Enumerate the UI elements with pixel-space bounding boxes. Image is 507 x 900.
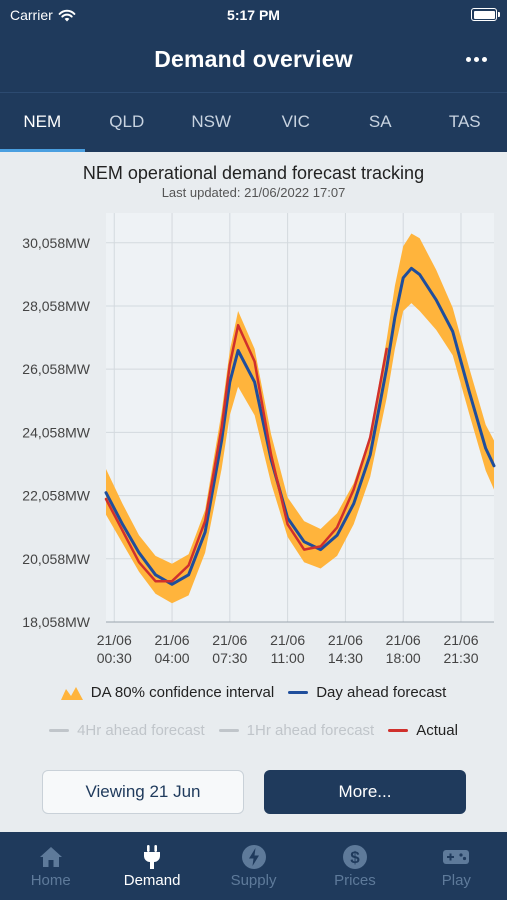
status-bar: Carrier 5:17 PM [0, 0, 507, 30]
tabbar-item-prices[interactable]: $ Prices [304, 832, 405, 900]
x-tick-label-date: 21/06 [328, 632, 363, 648]
day-ahead-swatch [288, 691, 309, 694]
viewing-date-button[interactable]: Viewing 21 Jun [42, 770, 244, 814]
x-tick-label-date: 21/06 [212, 632, 247, 648]
plug-icon [144, 845, 161, 869]
legend-label-day-ahead: Day ahead forecast [316, 684, 447, 701]
y-tick-label: 24,058MW [22, 424, 90, 440]
region-tabs: NEM QLD NSW VIC SA TAS [0, 92, 507, 152]
x-tick-label-date: 21/06 [270, 632, 305, 648]
legend-item-actual[interactable]: Actual [388, 722, 458, 739]
x-tick-label-time: 07:30 [212, 650, 247, 666]
tabbar-item-supply[interactable]: Supply [203, 832, 304, 900]
legend-label-4hr: 4Hr ahead forecast [77, 722, 205, 739]
tabbar-item-play[interactable]: Play [406, 832, 507, 900]
legend-item-1hr[interactable]: 1Hr ahead forecast [218, 722, 375, 739]
x-tick-label-date: 21/06 [155, 632, 190, 648]
home-icon [39, 847, 62, 867]
tab-sa[interactable]: SA [368, 112, 392, 131]
chart-subtitle: Last updated: 21/06/2022 17:07 [161, 185, 346, 200]
tab-nem[interactable]: NEM [0, 93, 85, 152]
x-tick-label-time: 21:30 [443, 650, 478, 666]
legend-item-confidence[interactable]: DA 80% confidence interval [60, 684, 275, 701]
ellipsis-icon[interactable] [461, 44, 491, 74]
x-tick-label-date: 21/06 [443, 632, 478, 648]
tabbar-item-demand[interactable]: Demand [101, 832, 202, 900]
x-tick-label-time: 00:30 [97, 650, 132, 666]
battery-icon [471, 8, 500, 21]
tabbar-label-supply: Supply [230, 872, 277, 889]
y-tick-label: 22,058MW [22, 488, 90, 504]
legend-label-confidence: DA 80% confidence interval [90, 684, 275, 701]
legend-row-1: DA 80% confidence interval Day ahead for… [0, 684, 507, 701]
legend-label-actual: Actual [416, 722, 458, 739]
legend-item-day-ahead[interactable]: Day ahead forecast [288, 684, 446, 701]
y-tick-label: 28,058MW [22, 298, 90, 314]
nav-bar: Demand overview [0, 30, 507, 92]
1hr-swatch [218, 729, 239, 732]
x-tick-label-time: 18:00 [386, 650, 421, 666]
tab-vic[interactable]: VIC [281, 112, 310, 131]
actual-swatch [388, 729, 409, 732]
4hr-swatch [49, 729, 70, 732]
gamepad-icon [443, 850, 470, 864]
y-tick-label: 20,058MW [22, 551, 90, 567]
carrier: Carrier [10, 7, 76, 23]
actual-line [104, 323, 388, 583]
y-tick-label: 30,058MW [22, 235, 90, 251]
x-tick-label-date: 21/06 [97, 632, 132, 648]
x-tick-label-date: 21/06 [386, 632, 421, 648]
legend-item-4hr[interactable]: 4Hr ahead forecast [49, 722, 205, 739]
legend-label-1hr: 1Hr ahead forecast [246, 722, 375, 739]
x-tick-label-time: 04:00 [155, 650, 190, 666]
y-tick-label: 26,058MW [22, 361, 90, 377]
tab-tas[interactable]: TAS [448, 112, 481, 131]
confidence-band-icon [60, 686, 83, 700]
bottom-tab-bar: Home Demand Supply $ Prices [0, 832, 507, 900]
tabbar-item-home[interactable]: Home [0, 832, 101, 900]
x-tick-label-time: 14:30 [328, 650, 363, 666]
tab-qld[interactable]: QLD [109, 112, 145, 131]
legend-row-2: 4Hr ahead forecast 1Hr ahead forecast Ac… [0, 722, 507, 739]
wifi-icon [58, 9, 76, 21]
lightning-icon [241, 845, 266, 869]
dollar-icon: $ [342, 845, 367, 869]
x-tick-label-time: 11:00 [271, 650, 305, 666]
tab-nsw[interactable]: NSW [191, 112, 232, 131]
tabbar-label-home: Home [30, 872, 71, 889]
carrier-label: Carrier [10, 7, 53, 23]
confidence-band [106, 233, 494, 604]
tabbar-label-demand: Demand [123, 872, 181, 889]
svg-text:$: $ [350, 848, 360, 867]
page-title: Demand overview [154, 46, 353, 72]
chart-title: NEM operational demand forecast tracking [82, 163, 425, 183]
day-ahead-forecast-line [104, 266, 496, 586]
tabbar-label-prices: Prices [334, 872, 376, 889]
demand-chart[interactable]: 18,058MW 20,058MW 22,058MW 24,058MW 26,058MW… [0, 200, 507, 670]
y-tick-label: 18,058MW [22, 614, 90, 630]
tabbar-label-play: Play [441, 872, 471, 889]
more-button[interactable]: More... [264, 770, 466, 814]
status-time: 5:17 PM [227, 7, 280, 23]
